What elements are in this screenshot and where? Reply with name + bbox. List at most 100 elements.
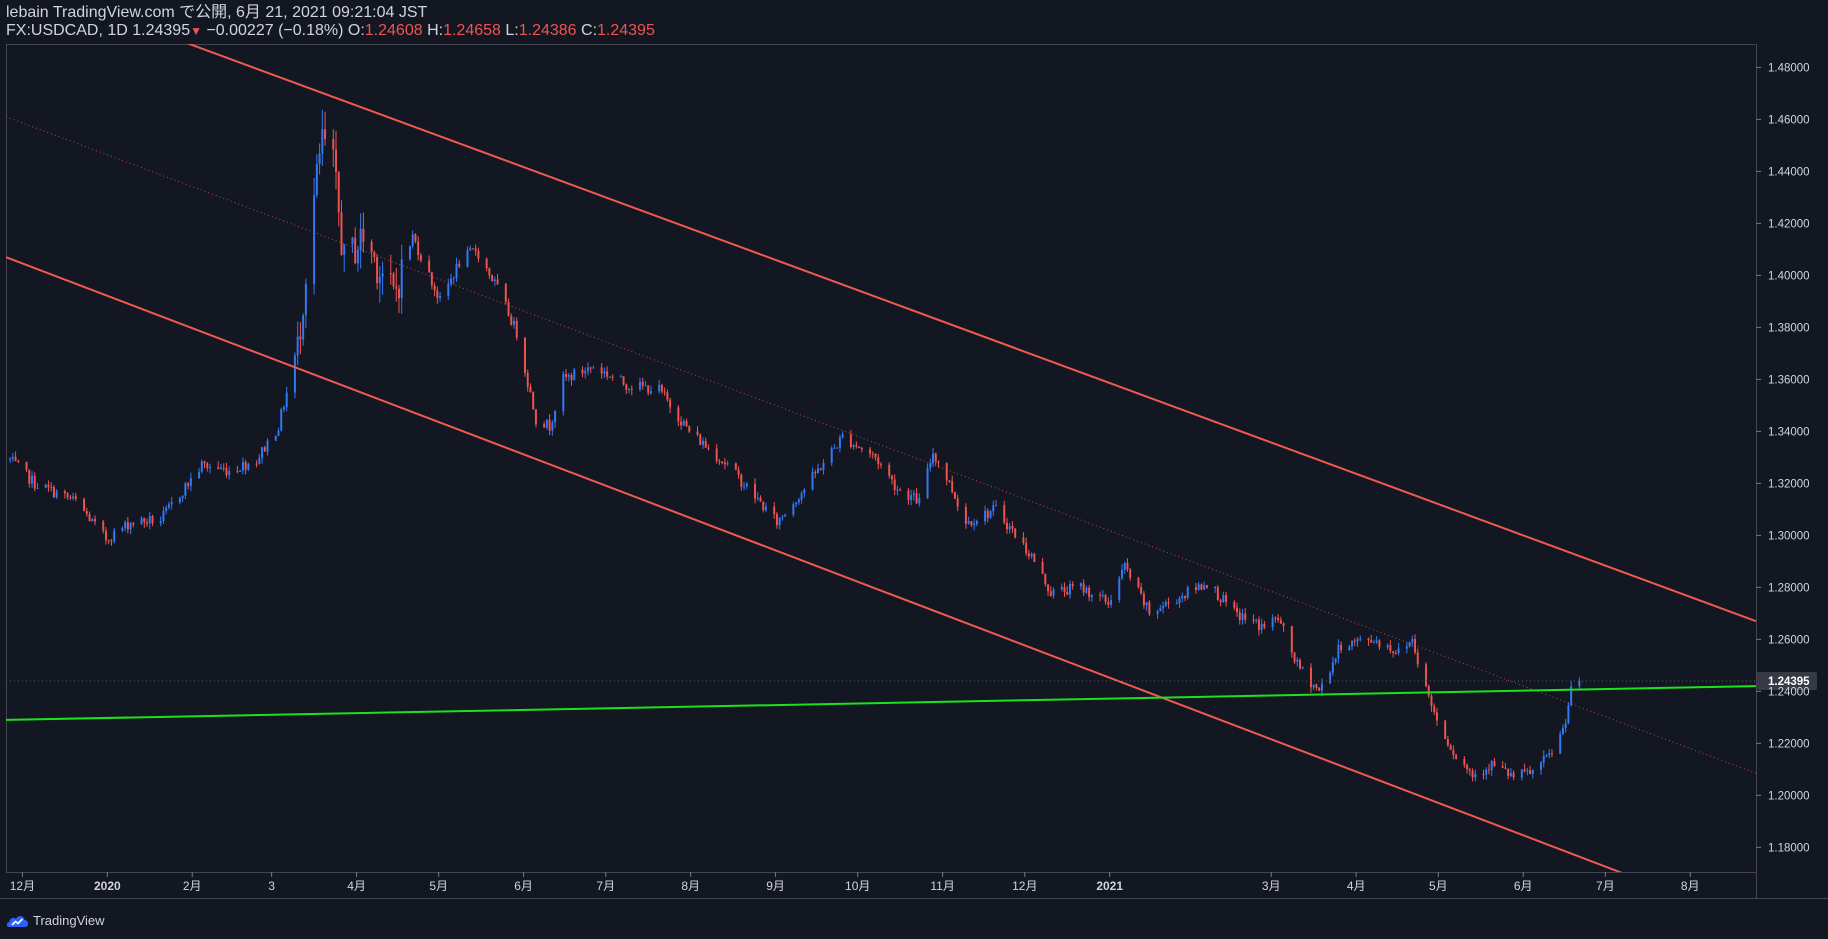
candle <box>121 527 124 531</box>
candle <box>677 407 680 422</box>
candle <box>1197 584 1200 590</box>
candle <box>534 409 537 425</box>
candle <box>874 453 877 458</box>
candle <box>1003 505 1006 523</box>
candle <box>1079 583 1082 587</box>
ohlc-legend: FX:USDCAD, 1D 1.24395▼ −0.00227 (−0.18%)… <box>6 21 655 41</box>
candle <box>756 497 759 499</box>
candle <box>219 467 222 469</box>
candle <box>619 376 622 378</box>
candle <box>1033 553 1036 563</box>
candle <box>1531 769 1534 774</box>
candle <box>1178 598 1181 604</box>
candle <box>85 510 88 515</box>
candle <box>1044 573 1047 585</box>
candle <box>855 445 858 447</box>
candle <box>126 522 129 530</box>
candle <box>1041 562 1044 574</box>
candle <box>1485 769 1488 775</box>
candle <box>36 488 39 490</box>
time-axis[interactable]: 12月 2020 2月 3 4月 5月 6月 7月 8月 9月 10月 11月 12月 2021 3月 4月 5… <box>10 872 1700 893</box>
candle <box>1509 772 1512 776</box>
candle <box>660 384 663 392</box>
candle <box>1162 606 1165 609</box>
price-axis[interactable]: 1.48000 1.46000 1.44000 1.42000 1.40000 1.380… <box>1756 62 1810 854</box>
candle <box>181 495 184 499</box>
candle <box>430 272 433 286</box>
tradingview-brand[interactable]: TradingView <box>33 913 105 928</box>
candle <box>880 464 882 466</box>
candle <box>477 251 480 259</box>
candle <box>452 278 455 280</box>
candle <box>335 149 337 172</box>
candle <box>398 288 400 299</box>
candle <box>754 483 757 499</box>
candle <box>1356 639 1359 642</box>
candle <box>1260 623 1263 630</box>
candle <box>1318 687 1321 691</box>
candle <box>321 129 324 154</box>
candle <box>14 456 17 461</box>
candle <box>293 355 296 393</box>
candle <box>723 462 726 465</box>
candle <box>1370 640 1373 643</box>
candle <box>912 493 915 496</box>
candle <box>1110 600 1113 605</box>
down-arrow-icon: ▼ <box>190 24 202 38</box>
support-line[interactable] <box>6 685 1756 721</box>
candle <box>165 507 168 511</box>
candle <box>91 518 94 522</box>
candle <box>140 518 143 525</box>
candle <box>1455 755 1458 760</box>
candle <box>1550 753 1553 755</box>
candle <box>871 453 874 455</box>
time-tick-label: 9月 <box>766 879 785 893</box>
candle <box>263 447 266 452</box>
close-label: C: <box>581 22 598 39</box>
candle <box>953 492 956 499</box>
candle <box>439 295 442 298</box>
candle <box>447 283 450 296</box>
candle <box>606 371 609 377</box>
candle <box>666 392 669 400</box>
candle <box>258 457 261 464</box>
candle <box>485 258 488 269</box>
candle <box>1014 528 1017 538</box>
candle <box>967 521 970 524</box>
candle <box>1233 601 1236 608</box>
candle <box>532 391 535 410</box>
candle <box>611 376 614 378</box>
channel-upper[interactable] <box>6 0 1756 623</box>
candle <box>228 471 231 476</box>
candle <box>1389 645 1392 652</box>
candle <box>877 457 880 465</box>
candle <box>513 320 516 325</box>
candle <box>1175 603 1178 605</box>
tradingview-cloud-icon[interactable] <box>6 914 30 928</box>
candle <box>1351 640 1354 647</box>
candle <box>239 470 242 472</box>
candle <box>1435 712 1438 721</box>
drawings-group[interactable] <box>6 0 1756 924</box>
candle <box>718 461 721 463</box>
symbol-label[interactable]: FX:USDCAD, 1D <box>6 22 128 39</box>
price-tick-label: 1.32000 <box>1768 478 1810 490</box>
candle <box>989 511 992 518</box>
candle <box>608 376 611 378</box>
candle <box>1329 672 1332 684</box>
candle <box>1118 578 1121 601</box>
candle <box>261 447 264 458</box>
price-tick-label: 1.24000 <box>1768 686 1810 698</box>
price-tick-label: 1.42000 <box>1768 218 1810 230</box>
candle <box>551 422 554 431</box>
candle <box>896 489 899 491</box>
channel-lower[interactable] <box>6 256 1756 924</box>
price-tick-label: 1.28000 <box>1768 582 1810 594</box>
candle <box>1320 683 1323 691</box>
candle <box>1559 733 1562 754</box>
time-tick-label: 11月 <box>930 879 954 893</box>
candle <box>592 367 595 369</box>
candle <box>178 498 181 503</box>
candle <box>1167 602 1170 604</box>
